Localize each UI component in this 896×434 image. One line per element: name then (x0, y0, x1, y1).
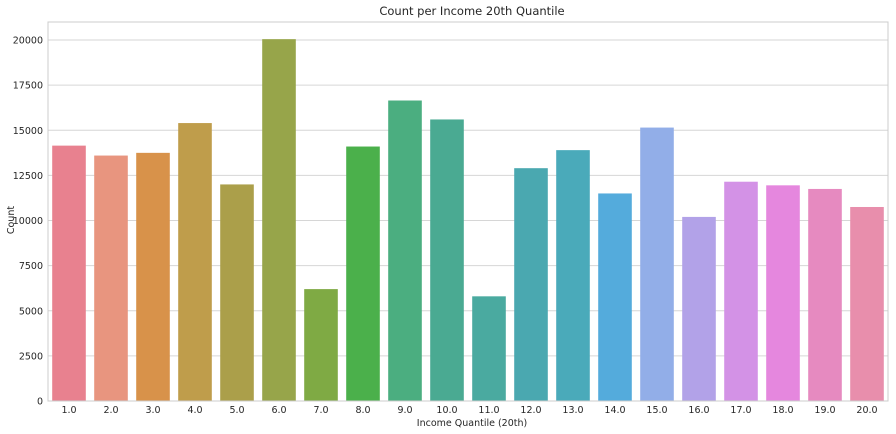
bar-5.0 (220, 184, 254, 401)
x-tick-label: 11.0 (478, 405, 499, 416)
x-tick-label: 18.0 (772, 405, 793, 416)
x-tick-label: 7.0 (313, 405, 328, 416)
bar-14.0 (598, 193, 632, 401)
y-tick-label: 5000 (19, 306, 43, 317)
bar-16.0 (682, 216, 716, 401)
x-tick-label: 14.0 (604, 405, 625, 416)
bar-6.0 (262, 39, 296, 402)
x-tick-label: 2.0 (103, 405, 118, 416)
y-tick-label: 10000 (13, 216, 43, 227)
x-tick-label: 9.0 (397, 405, 412, 416)
x-tick-label: 6.0 (271, 405, 286, 416)
x-tick-label: 3.0 (145, 405, 160, 416)
bar-18.0 (766, 185, 800, 401)
x-tick-label: 19.0 (814, 405, 835, 416)
bar-9.0 (388, 100, 422, 401)
y-axis-label: Count (6, 206, 17, 234)
bar-2.0 (94, 155, 128, 401)
bar-1.0 (52, 145, 86, 401)
bars (52, 39, 884, 402)
x-tick-labels: 1.0 2.0 3.0 4.0 5.0 6.0 7.0 8.0 9.0 10.0 11.0 12.0 1… (61, 405, 877, 416)
x-tick-label: 4.0 (187, 405, 202, 416)
x-tick-label: 8.0 (355, 405, 370, 416)
bar-7.0 (304, 289, 338, 401)
y-tick-label: 0 (37, 397, 43, 408)
bar-11.0 (472, 296, 506, 401)
x-tick-label: 13.0 (562, 405, 583, 416)
x-tick-label: 15.0 (646, 405, 667, 416)
bar-13.0 (556, 150, 590, 401)
bar-4.0 (178, 123, 212, 402)
x-tick-label: 20.0 (856, 405, 877, 416)
y-tick-label: 17500 (13, 81, 43, 92)
bar-17.0 (724, 181, 758, 401)
bar-12.0 (514, 168, 548, 401)
bar-10.0 (430, 119, 464, 401)
bar-8.0 (346, 146, 380, 401)
y-tick-label: 20000 (13, 36, 43, 47)
y-tick-label: 7500 (19, 261, 43, 272)
bar-15.0 (640, 127, 674, 401)
x-tick-label: 5.0 (229, 405, 244, 416)
x-tick-label: 17.0 (730, 405, 751, 416)
y-tick-label: 2500 (19, 351, 43, 362)
bar-3.0 (136, 152, 170, 401)
bar-19.0 (808, 188, 842, 401)
y-tick-label: 12500 (13, 171, 43, 182)
y-tick-labels: 0 2500 5000 7500 10000 12500 15000 17500 20000 (13, 36, 43, 408)
x-tick-label: 12.0 (520, 405, 541, 416)
chart-title: Count per Income 20th Quantile (379, 4, 564, 18)
x-tick-label: 1.0 (61, 405, 76, 416)
bar-20.0 (850, 206, 884, 401)
x-tick-label: 10.0 (436, 405, 457, 416)
x-axis-label: Income Quantile (20th) (417, 418, 527, 429)
gridlines (48, 39, 888, 402)
plot-frame (47, 21, 889, 402)
x-tick-label: 16.0 (688, 405, 709, 416)
y-tick-label: 15000 (13, 126, 43, 137)
